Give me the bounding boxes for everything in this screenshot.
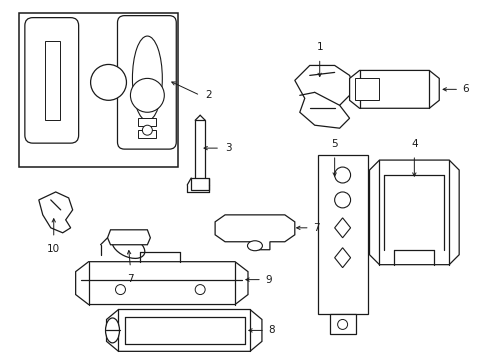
Text: 4: 4 <box>410 139 417 149</box>
Ellipse shape <box>247 241 262 251</box>
Ellipse shape <box>132 36 162 121</box>
Text: 9: 9 <box>264 275 271 285</box>
Ellipse shape <box>105 318 119 343</box>
Polygon shape <box>76 262 247 305</box>
Bar <box>191 178 209 190</box>
Circle shape <box>334 167 350 183</box>
Polygon shape <box>334 218 350 238</box>
Text: 7: 7 <box>312 223 319 233</box>
Bar <box>19 13 178 167</box>
Circle shape <box>337 319 347 329</box>
Circle shape <box>130 78 164 112</box>
Text: 2: 2 <box>205 90 211 100</box>
Text: 10: 10 <box>47 244 60 254</box>
Text: 7: 7 <box>127 274 134 284</box>
FancyBboxPatch shape <box>25 18 79 143</box>
Text: 3: 3 <box>224 143 231 153</box>
Text: 8: 8 <box>267 325 274 336</box>
Bar <box>138 130 156 138</box>
Ellipse shape <box>112 235 144 258</box>
Bar <box>317 155 367 315</box>
Polygon shape <box>39 192 73 233</box>
FancyBboxPatch shape <box>117 15 176 149</box>
Text: 6: 6 <box>461 84 468 94</box>
Bar <box>329 315 355 334</box>
Polygon shape <box>369 160 458 265</box>
Polygon shape <box>334 248 350 268</box>
Circle shape <box>142 125 152 135</box>
Text: 5: 5 <box>331 139 337 149</box>
Polygon shape <box>294 66 354 128</box>
Polygon shape <box>349 71 438 108</box>
Polygon shape <box>106 310 262 351</box>
Bar <box>45 41 60 120</box>
Polygon shape <box>215 215 294 250</box>
Circle shape <box>334 192 350 208</box>
Bar <box>138 118 156 126</box>
Bar <box>354 78 379 100</box>
Text: 1: 1 <box>316 42 323 53</box>
Polygon shape <box>107 230 150 245</box>
Bar <box>195 120 205 180</box>
Circle shape <box>90 64 126 100</box>
